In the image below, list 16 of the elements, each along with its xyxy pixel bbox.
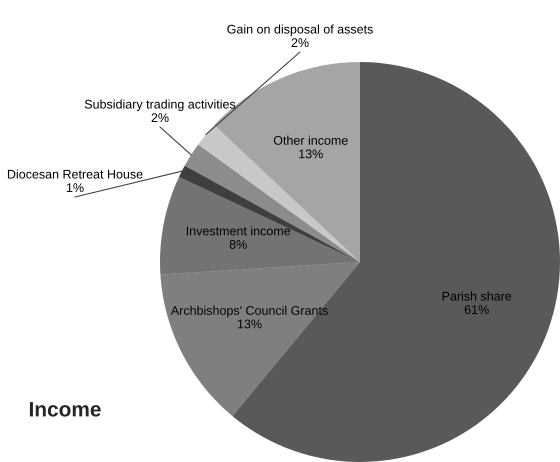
slice-label: Archbishops' Council Grants bbox=[170, 306, 328, 318]
slice-label: Gain on disposal of assets bbox=[227, 24, 373, 36]
text: Income bbox=[30, 402, 101, 417]
data-label: 61% bbox=[464, 305, 489, 314]
pie-slice bbox=[184, 144, 360, 262]
data-label: 8% bbox=[230, 240, 247, 249]
slice-label: Parish share bbox=[442, 291, 512, 301]
data-label: 13% bbox=[299, 149, 323, 158]
slice-label: Subsidiary trading activities bbox=[84, 99, 236, 112]
data-label: 13% bbox=[238, 320, 262, 328]
slice-label: Diocesan Retreat House bbox=[8, 169, 143, 179]
data-label: 2% bbox=[292, 38, 309, 48]
data-label: 1% bbox=[66, 183, 84, 192]
slice-label: Investment income bbox=[186, 226, 290, 236]
slice-label: Other income bbox=[274, 136, 348, 145]
data-label: 2% bbox=[152, 113, 169, 122]
